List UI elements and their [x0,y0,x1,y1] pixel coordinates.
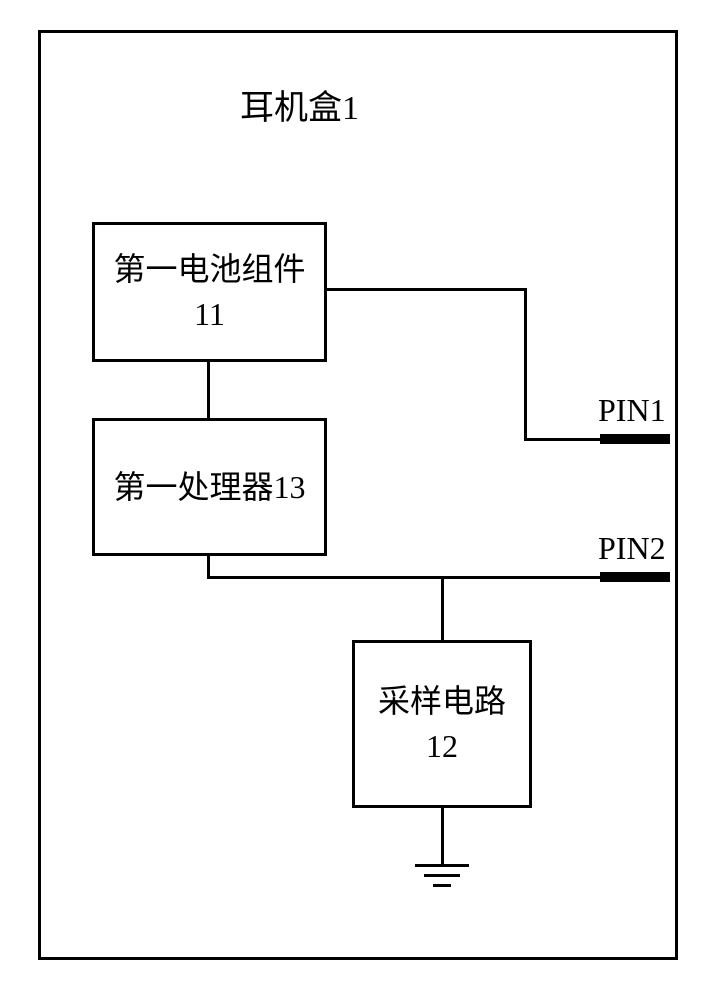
pin2-label: PIN2 [598,530,666,567]
ground-icon [415,864,469,867]
wire [207,576,602,579]
wire [207,556,210,578]
wire [327,288,527,291]
block-processor-label-1: 第一处理器13 [113,469,305,505]
block-processor: 第一处理器13 [92,418,327,556]
block-sampler-label-1: 采样电路 [378,683,506,719]
wire [441,576,444,642]
wire [524,288,527,438]
block-sampler-label-2: 12 [426,728,458,764]
diagram-title: 耳机盒1 [240,80,359,129]
pin1-label: PIN1 [598,392,666,429]
block-battery-label-1: 第一电池组件 [113,251,305,287]
pin1-pad [600,434,670,444]
wire [524,438,602,441]
wire [441,808,444,864]
wire [207,362,210,420]
ground-icon [433,884,451,887]
block-battery: 第一电池组件 11 [92,222,327,362]
block-battery-label-2: 11 [194,296,225,332]
ground-icon [424,874,460,877]
block-sampler: 采样电路 12 [352,640,532,808]
pin2-pad [600,572,670,582]
